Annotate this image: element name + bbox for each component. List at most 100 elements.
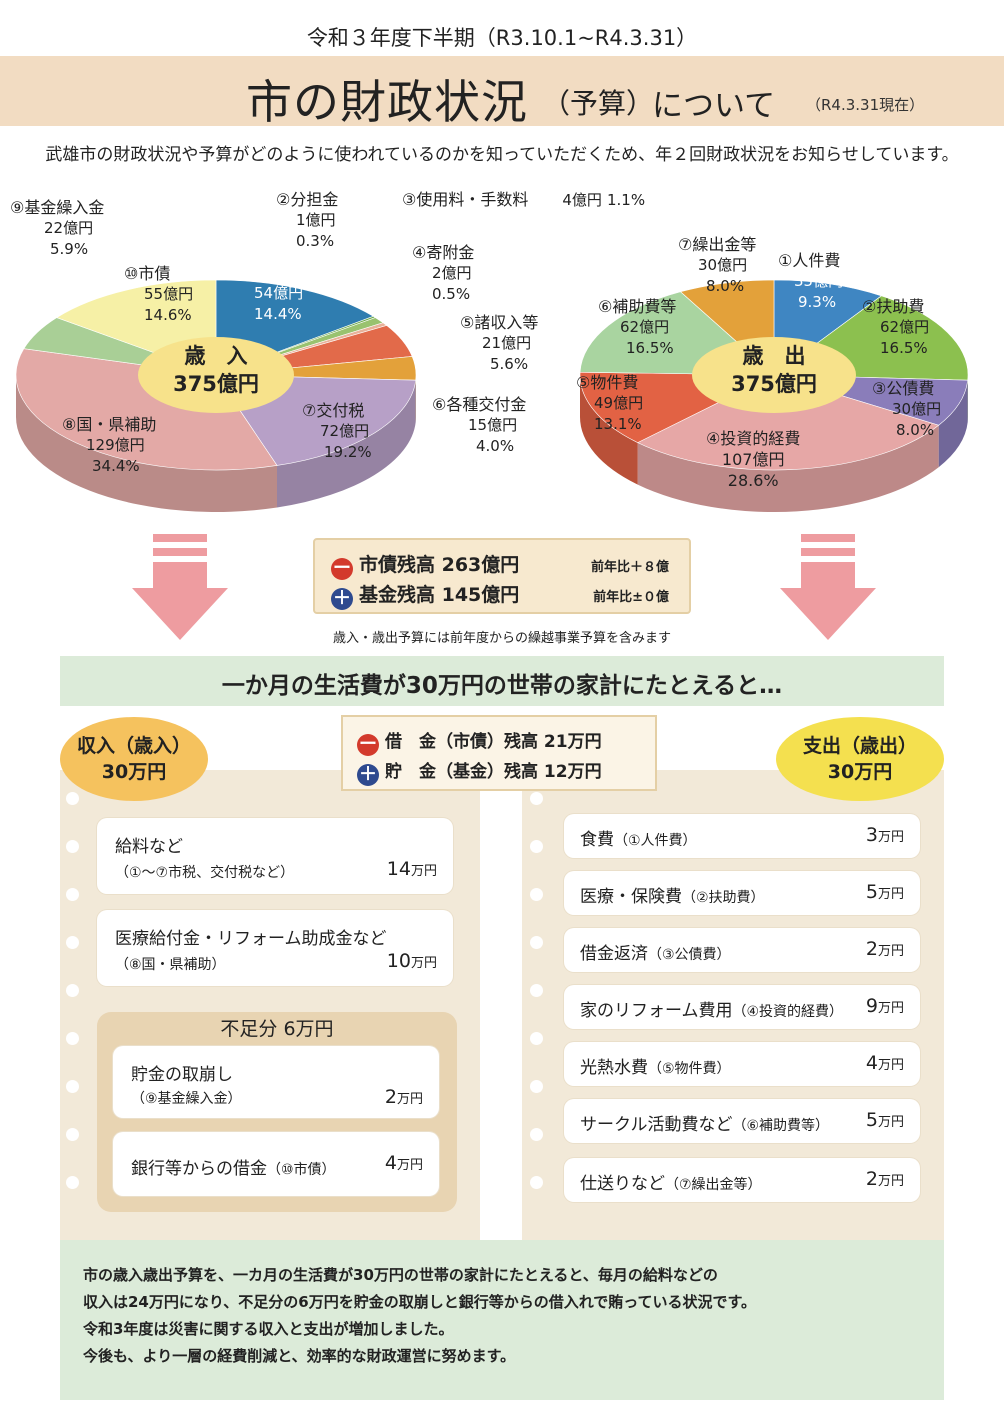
page-title-rest: について <box>652 88 776 124</box>
summary-box <box>60 1240 944 1400</box>
slice-name: ⑦交付税 <box>302 401 365 420</box>
pie-label-allocation-tax: ⑦交付税 72億円 19.2% <box>302 400 372 463</box>
savings-balance: ＋貯 金（基金）残高 12万円 <box>357 762 602 786</box>
pie-label-donation: ④寄附金 2億円 0.5% <box>412 242 474 305</box>
slice-amount: 62億円 <box>620 318 670 336</box>
expense-card: サークル活動費など（⑥補助費等） 5万円 <box>564 1099 920 1143</box>
pie-label-out-transfer: ⑦繰出金等 30億円 8.0% <box>678 234 756 297</box>
slice-percent: 0.5% <box>432 285 471 303</box>
pie-side-0 <box>16 375 278 512</box>
slice-name: ⑧国・県補助 <box>62 415 157 434</box>
slice-amount: 62億円 <box>880 318 930 336</box>
carryover-note: 歳入・歳出予算には前年度からの繰越事業予算を含みます <box>332 631 671 646</box>
slice-percent: 34.4% <box>92 457 140 475</box>
slice-name: ②分担金 <box>276 190 339 209</box>
slice-name: ⑨基金繰入金 <box>10 198 105 217</box>
slice-percent: 4.0% <box>476 437 515 455</box>
page-title-paren: （予算） <box>542 87 655 120</box>
revenue-center-label: 歳 入 375億円 <box>173 344 259 396</box>
slice-name: ⑤物件費 <box>576 373 639 392</box>
slice-amount: 4億円 <box>562 191 602 209</box>
pie-label-fund-transfer: ⑨基金繰入金 22億円 5.9% <box>10 197 104 260</box>
slice-percent: 28.6% <box>727 471 779 490</box>
slice-amount: 30億円 <box>698 256 748 274</box>
slice-percent: 8.0% <box>896 421 935 439</box>
pie-label-national-subsidy: ⑧国・県補助 129億円 34.4% <box>62 414 156 477</box>
expense-card: 光熱水費（⑤物件費） 4万円 <box>564 1042 920 1086</box>
expense-badge: 支出（歳出） 30万円 <box>776 717 944 801</box>
slice-name: ④寄附金 <box>412 243 475 262</box>
expense-card: 食費（①人件費） 3万円 <box>564 814 920 858</box>
slice-name: ①人件費 <box>778 251 841 270</box>
budget-pie-charts <box>15 279 969 512</box>
pie-label-bond: ⑩市債 55億円 14.6% <box>124 263 193 326</box>
slice-amount: 2億円 <box>432 264 472 282</box>
down-arrow-icon <box>132 534 228 640</box>
shortage-card: 貯金の取崩し （⑨基金繰入金） 2万円 <box>113 1046 439 1118</box>
slice-amount: 54億円 <box>254 284 304 302</box>
slice-name: ⑥補助費等 <box>598 297 677 316</box>
expense-card: 借金返済（③公債費） 2万円 <box>564 928 920 972</box>
slice-name: ⑦繰出金等 <box>678 235 757 254</box>
household-heading: 一か月の生活費が30万円の世帯の家計にたとえると… <box>221 673 783 699</box>
down-arrow-icon <box>780 534 876 640</box>
debt-balance: ー市債残高 263億円 <box>331 554 520 580</box>
expenditure-center-label: 歳 出 375億円 <box>731 344 817 396</box>
pie-slice <box>637 374 940 471</box>
summary-text: 市の歳入歳出予算を、一カ月の生活費が30万円の世帯の家計にたとえると、毎月の給料… <box>83 1266 757 1365</box>
pie-label-debt-service: ③公債費 30億円 8.0% <box>872 378 941 441</box>
fund-balance: ＋基金残高 145億円 <box>331 584 520 610</box>
slice-percent: 8.0% <box>706 277 745 295</box>
balance-box: ー市債残高 263億円 前年比＋８億 ＋基金残高 145億円 前年比±０億 <box>313 538 691 614</box>
slice-amount: 129億円 <box>86 436 145 454</box>
fund-comparison: 前年比±０億 <box>593 590 669 605</box>
slice-amount: 30億円 <box>892 400 942 418</box>
debt-comparison: 前年比＋８億 <box>590 560 669 575</box>
pie-side-1 <box>637 425 939 512</box>
intro-text: 武雄市の財政状況や予算がどのように使われているのかを知っていただくため、年２回財… <box>45 145 959 165</box>
pie-label-misc-income: ⑤諸収入等 21億円 5.6% <box>460 312 538 375</box>
slice-name: ④投資的経費 <box>706 429 801 448</box>
slice-amount: 107億円 <box>721 450 785 469</box>
slice-amount: 22億円 <box>44 219 94 237</box>
slice-percent: 14.4% <box>254 305 302 323</box>
slice-percent: 16.5% <box>880 339 928 357</box>
slice-amount: 1億円 <box>296 211 336 229</box>
pie-center <box>692 337 856 413</box>
shortage-card: 銀行等からの借金（⑩市債） 4万円 <box>113 1132 439 1196</box>
pie-label-aid: ⑥補助費等 62億円 16.5% <box>598 296 676 359</box>
slice-name: ③公債費 <box>872 379 935 398</box>
shortage-title: 不足分 6万円 <box>220 1018 334 1040</box>
plus-icon: ＋ <box>331 588 353 610</box>
expense-card: 家のリフォーム費用（④投資的経費） 9万円 <box>564 985 920 1029</box>
slice-name: ③使用料・手数料 <box>402 190 529 209</box>
slice-name: ①市税 <box>238 263 285 282</box>
slice-percent: 9.3% <box>798 293 837 311</box>
pie-center <box>138 337 294 413</box>
slice-amount: 35億円 <box>794 272 844 290</box>
plus-icon: ＋ <box>357 764 379 786</box>
slice-amount: 49億円 <box>594 394 644 412</box>
pie-label-city-tax: ①市税 54億円 14.4% <box>238 262 303 325</box>
loan-balance: ー借 金（市債）残高 21万円 <box>357 732 602 756</box>
pie-side-1 <box>580 375 638 485</box>
slice-amount: 15億円 <box>468 416 518 434</box>
slice-percent: 16.5% <box>626 339 674 357</box>
pie-label-welfare: ②扶助費 62億円 16.5% <box>862 296 929 359</box>
income-card: 医療給付金・リフォーム助成金など （⑧国・県補助） 10万円 <box>97 910 453 986</box>
pie-side-0 <box>277 380 416 508</box>
page-title: 市の財政状況 <box>246 75 528 129</box>
slice-percent: 13.1% <box>594 415 642 433</box>
slice-name: ⑩市債 <box>124 264 171 283</box>
minus-icon: ー <box>331 558 353 580</box>
slice-percent: 5.9% <box>50 240 89 258</box>
slice-name: ⑥各種交付金 <box>432 395 527 414</box>
expense-card: 医療・保険費（②扶助費） 5万円 <box>564 871 920 915</box>
slice-name: ②扶助費 <box>862 297 925 316</box>
income-card: 給料など （①～⑦市税、交付税など） 14万円 <box>97 818 453 894</box>
slice-percent: 5.6% <box>490 355 529 373</box>
pie-label-goods: ⑤物件費 49億円 13.1% <box>576 372 643 435</box>
slice-percent: 19.2% <box>324 443 372 461</box>
slice-percent: 14.6% <box>144 306 192 324</box>
fiscal-period: 令和３年度下半期（R3.10.1~R4.3.31） <box>306 26 698 50</box>
